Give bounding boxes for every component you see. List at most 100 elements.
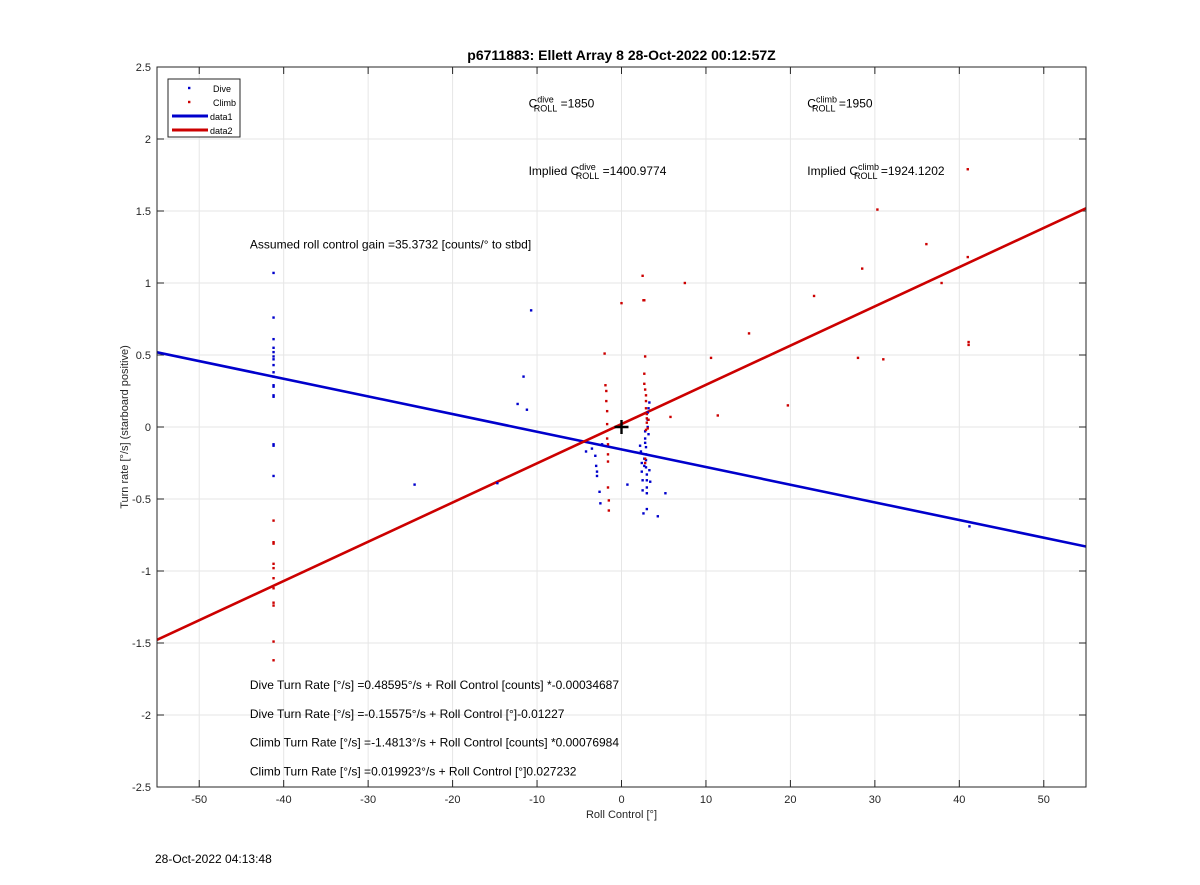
y-tick-label: -1: [141, 566, 151, 578]
data-point: [643, 437, 647, 440]
annotation-implied_climb: Implied Cclimb ROLL =1924.1202: [807, 162, 945, 181]
series-dive: [272, 271, 971, 528]
data-point: [272, 385, 275, 388]
data-point: [643, 464, 646, 468]
y-tick-label: 0: [145, 422, 151, 434]
y-tick-label: 1: [145, 278, 151, 290]
data-point: [607, 499, 611, 502]
x-tick-label: -40: [276, 794, 292, 806]
data-point: [606, 453, 610, 456]
data-point: [604, 384, 607, 387]
data-point: [966, 168, 969, 171]
data-point: [968, 525, 971, 528]
data-point: [645, 507, 649, 511]
data-point: [272, 371, 275, 374]
data-point: [599, 502, 602, 505]
x-tick-label: -20: [445, 794, 461, 806]
data-point: [647, 407, 650, 410]
data-point: [639, 450, 643, 453]
data-point: [645, 486, 649, 489]
data-point: [272, 587, 275, 590]
data-point: [605, 422, 609, 426]
data-point: [605, 409, 609, 413]
data-point: [644, 394, 648, 397]
data-point: [940, 281, 943, 285]
data-point: [647, 418, 650, 421]
data-point: [272, 640, 275, 643]
data-point: [747, 332, 751, 335]
data-point: [272, 562, 275, 565]
data-point: [643, 355, 647, 358]
data-point: [620, 301, 623, 305]
legend: Dive Climb data1 data2: [167, 78, 241, 138]
x-tick-label: -30: [360, 794, 376, 806]
y-tick-label: 0.5: [136, 350, 151, 362]
data-point: [626, 483, 629, 486]
data-point: [643, 372, 646, 375]
data-point: [645, 421, 649, 424]
legend-marker: [188, 86, 191, 90]
legend-label: Climb: [213, 98, 236, 108]
data-point: [641, 479, 644, 482]
legend-box: [167, 78, 241, 138]
data-point: [644, 399, 648, 403]
data-point: [272, 375, 275, 378]
data-point: [643, 461, 647, 465]
data-point: [709, 356, 713, 360]
data-point: [640, 461, 643, 465]
fit-line-data1: [157, 350, 1086, 548]
y-tick-label: -2: [141, 710, 151, 722]
data-point: [648, 401, 651, 404]
legend-marker: [188, 100, 191, 104]
y-tick-label: -1.5: [132, 638, 151, 650]
annotation-implied_dive: Implied Cdive ROLL =1400.9774: [529, 162, 667, 181]
data-point: [882, 358, 885, 361]
data-point: [669, 415, 672, 419]
annotation-c_dive: Cdive ROLL =1850: [529, 94, 595, 113]
legend-label: data1: [210, 112, 233, 122]
data-point: [606, 486, 610, 489]
data-point: [645, 417, 649, 420]
data-point: [716, 414, 719, 417]
data-point: [664, 492, 667, 495]
data-point: [590, 447, 594, 450]
data-point: [643, 430, 647, 433]
data-point: [645, 492, 649, 495]
footer-timestamp: 28-Oct-2022 04:13:48: [155, 852, 272, 866]
data-point: [642, 512, 645, 515]
data-point: [606, 443, 610, 446]
data-point: [413, 483, 416, 486]
data-point: [643, 299, 646, 302]
data-point: [272, 384, 275, 387]
data-point: [272, 541, 275, 544]
data-point: [594, 454, 597, 457]
y-tick-label: 2: [145, 134, 151, 146]
data-point: [584, 450, 588, 453]
data-point: [272, 577, 275, 580]
x-tick-label: 30: [869, 794, 881, 806]
chart: -50 -40 -30 -20 -10 0 10 20 30 40 50-2.5-2-1.5-1-0…: [119, 47, 1087, 821]
x-tick-label: -50: [191, 794, 207, 806]
data-point: [605, 389, 608, 393]
data-point: [272, 355, 275, 358]
data-point: [272, 358, 275, 361]
data-point: [272, 346, 275, 349]
data-point: [272, 316, 275, 319]
x-tick-label: 40: [953, 794, 965, 806]
legend-label: data2: [210, 126, 233, 136]
data-point: [272, 474, 275, 478]
data-point: [649, 480, 652, 483]
data-point: [644, 445, 648, 449]
annotation-gain: Assumed roll control gain =35.3732 [coun…: [250, 237, 531, 251]
data-point: [607, 509, 611, 512]
y-tick-label: -2.5: [132, 782, 151, 794]
data-point: [516, 402, 519, 406]
legend-label: Dive: [213, 84, 231, 94]
data-point: [876, 208, 879, 211]
data-point: [496, 481, 499, 485]
data-point: [860, 267, 864, 270]
data-point: [643, 382, 646, 385]
data-point: [786, 404, 790, 407]
data-point: [598, 490, 601, 493]
data-point: [522, 375, 525, 378]
